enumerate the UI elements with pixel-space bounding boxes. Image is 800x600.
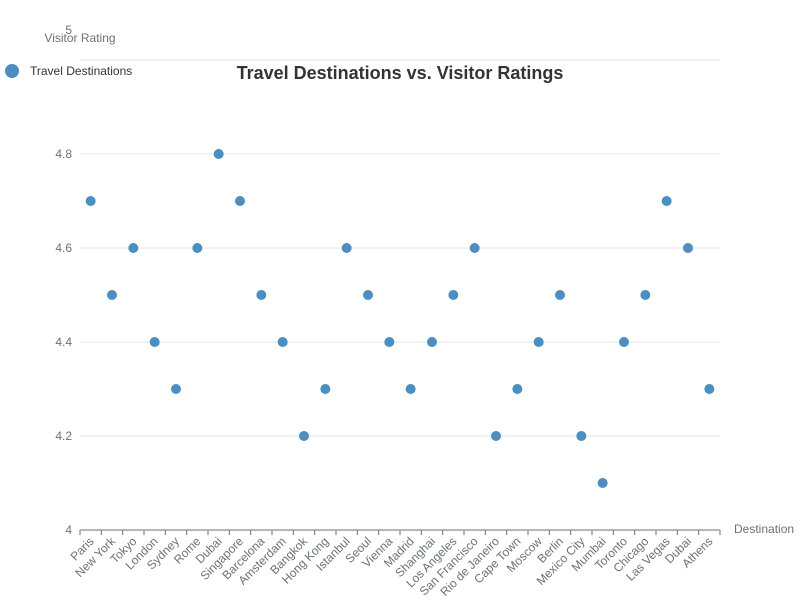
data-point[interactable] xyxy=(405,384,416,394)
data-point[interactable] xyxy=(256,290,267,300)
legend-marker-icon xyxy=(5,64,19,78)
y-tick-label: 5 xyxy=(65,23,72,37)
chart-title: Travel Destinations vs. Visitor Ratings xyxy=(237,63,564,83)
data-point[interactable] xyxy=(107,290,117,300)
data-point[interactable] xyxy=(640,290,651,300)
y-tick-label: 4.4 xyxy=(55,335,72,349)
data-point[interactable] xyxy=(597,478,608,488)
data-point[interactable] xyxy=(277,337,288,347)
data-point[interactable] xyxy=(469,243,480,253)
axes xyxy=(79,529,721,535)
data-point[interactable] xyxy=(512,384,523,394)
data-point[interactable] xyxy=(661,196,672,206)
data-point[interactable] xyxy=(235,196,245,206)
data-point[interactable] xyxy=(683,243,693,253)
data-point[interactable] xyxy=(85,196,96,206)
data-point[interactable] xyxy=(128,243,139,253)
y-tick-label: 4.8 xyxy=(55,147,72,161)
y-tick-label: 4 xyxy=(65,523,72,537)
x-axis-label: Destination xyxy=(734,522,794,536)
data-point[interactable] xyxy=(384,337,395,347)
grid-lines xyxy=(80,59,720,437)
data-point[interactable] xyxy=(363,290,373,300)
data-point[interactable] xyxy=(448,290,459,300)
data-point[interactable] xyxy=(149,337,160,347)
y-tick-label: 4.2 xyxy=(55,429,72,443)
data-point[interactable] xyxy=(619,337,629,347)
data-point[interactable] xyxy=(704,384,715,394)
data-point[interactable] xyxy=(192,243,203,253)
data-point[interactable] xyxy=(427,337,437,347)
legend[interactable]: Travel Destinations xyxy=(5,64,132,78)
y-axis-label: Visitor Rating xyxy=(44,31,115,45)
data-point[interactable] xyxy=(213,149,224,159)
data-point[interactable] xyxy=(299,431,309,441)
data-point[interactable] xyxy=(555,290,565,300)
data-point[interactable] xyxy=(576,431,587,441)
data-point[interactable] xyxy=(533,337,544,347)
data-point[interactable] xyxy=(171,384,181,394)
data-point[interactable] xyxy=(320,384,331,394)
data-point[interactable] xyxy=(491,431,501,441)
y-tick-label: 4.6 xyxy=(55,241,72,255)
legend-item-label: Travel Destinations xyxy=(30,64,132,78)
data-points[interactable] xyxy=(85,149,715,488)
data-point[interactable] xyxy=(341,243,352,253)
y-tick-labels: 4 4.2 4.4 4.6 4.8 5 xyxy=(55,23,72,537)
